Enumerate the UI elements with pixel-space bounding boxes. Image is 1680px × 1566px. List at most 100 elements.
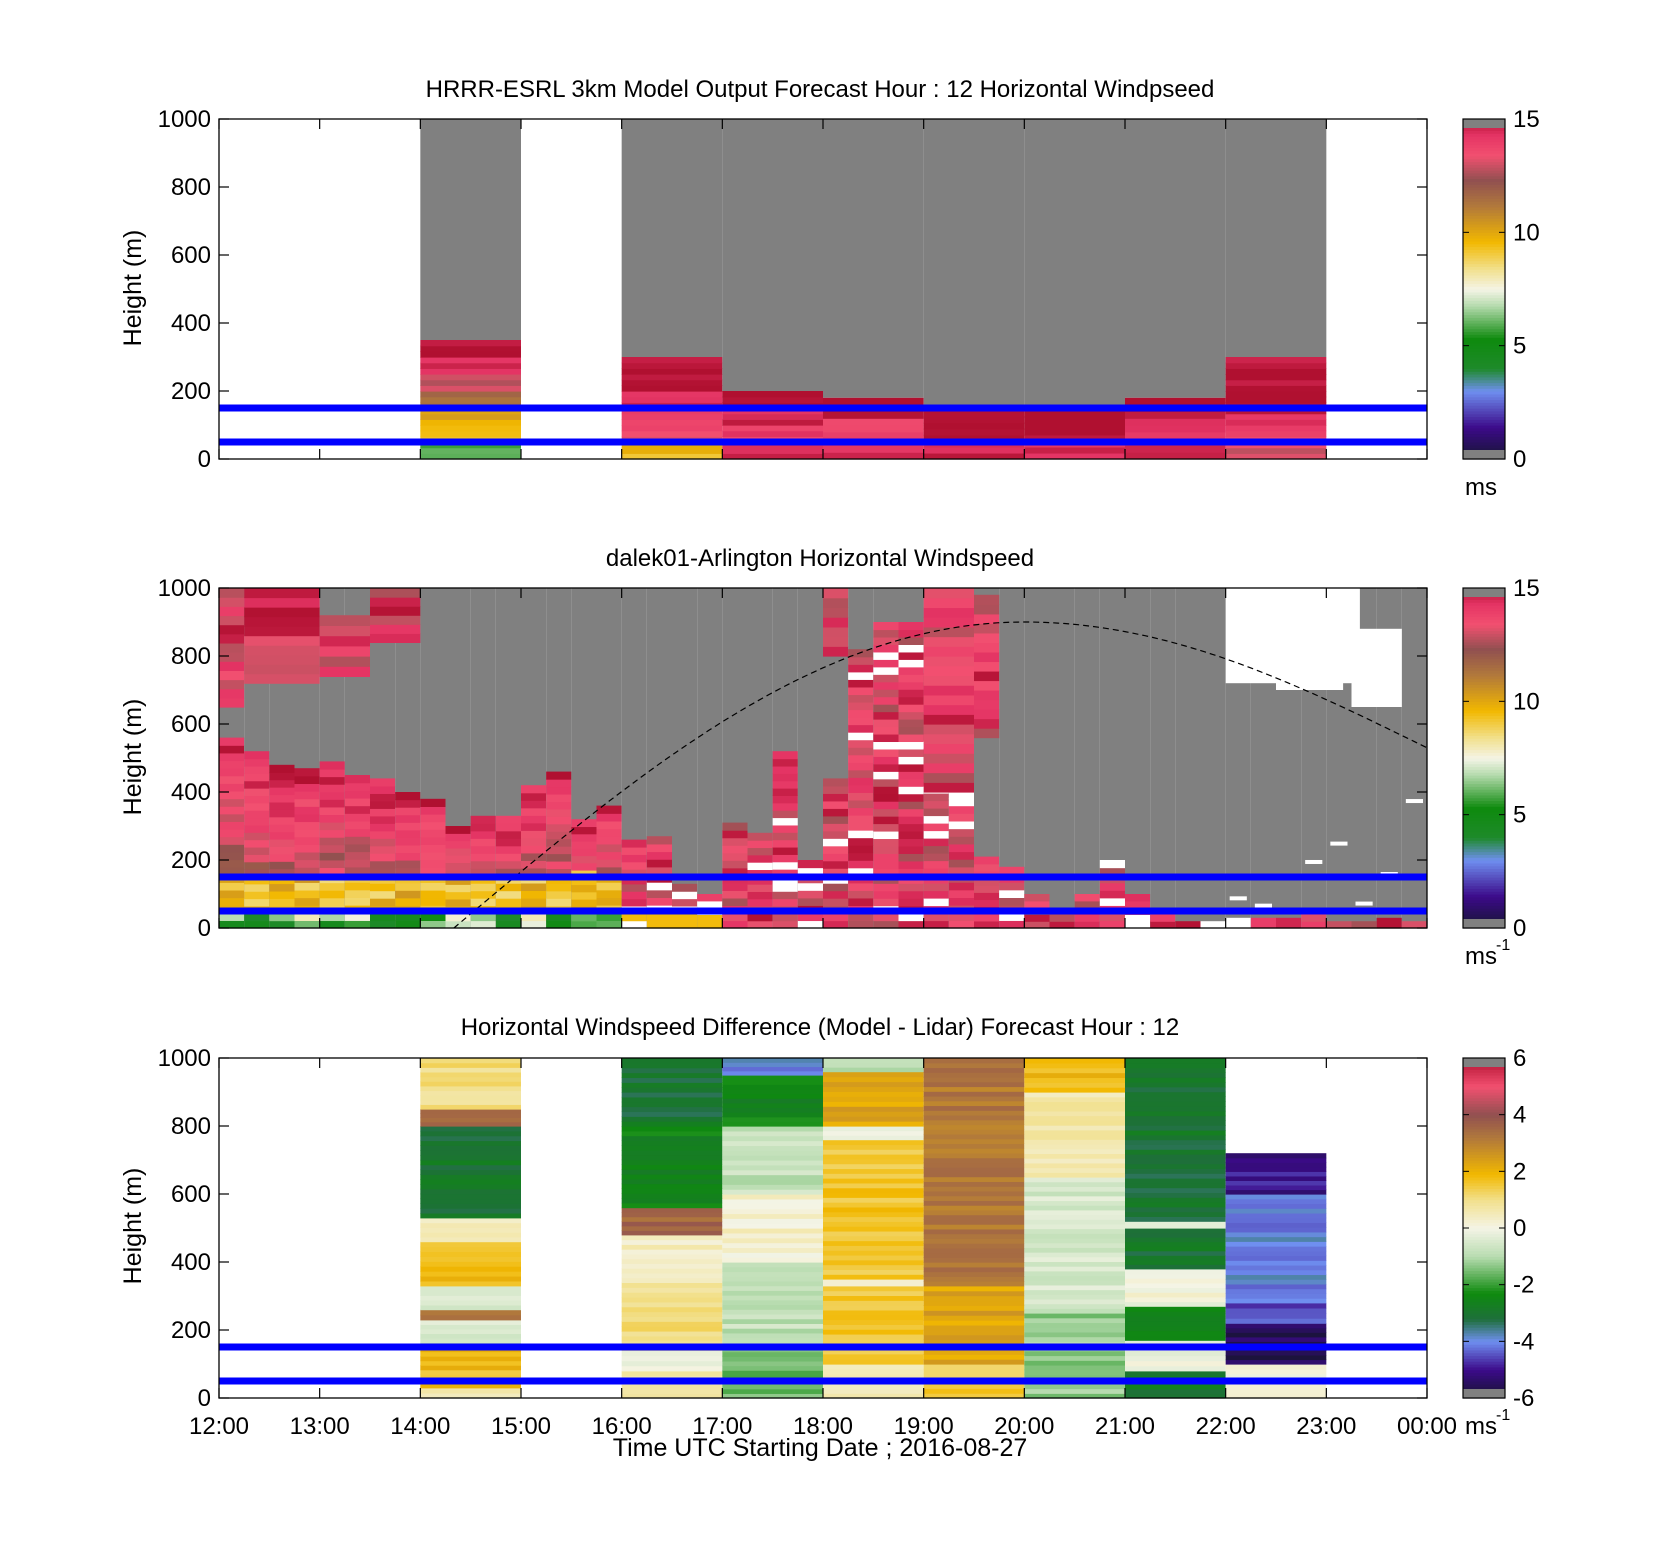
difference-cell: [722, 1184, 823, 1190]
lidar-colorbar-segment: [1463, 908, 1505, 912]
lidar-cell: [923, 898, 949, 907]
difference-colorbar-unit: ms: [1465, 1413, 1497, 1440]
lidar-cell: [747, 862, 773, 871]
model-colorbar-segment: [1463, 444, 1505, 449]
lidar-colorbar-segment: [1463, 653, 1505, 657]
model-cell: [823, 411, 924, 419]
model-cell: [1024, 434, 1125, 442]
lidar-cell: [873, 666, 899, 675]
difference-colorbar-segment: [1463, 1154, 1505, 1158]
lidar-cell: [923, 913, 949, 922]
difference-cell: [722, 1198, 823, 1205]
lidar-upper-cell: [923, 704, 974, 715]
model-cell: [420, 345, 521, 352]
model-cell: [1024, 428, 1125, 436]
lidar-cell: [747, 869, 773, 878]
difference-colorbar-tick-label: -2: [1513, 1272, 1534, 1299]
lidar-cell: [395, 882, 421, 891]
lidar-cell: [219, 844, 245, 853]
lidar-cell: [898, 666, 924, 675]
model-cell: [1225, 391, 1327, 398]
model-colorbar-segment: [1463, 277, 1505, 282]
lidar-colorbar-segment: [1463, 877, 1505, 881]
lidar-cell: [420, 897, 446, 906]
difference-cell: [1024, 1223, 1125, 1230]
difference-cell: [923, 1214, 1025, 1220]
difference-cell: [1125, 1173, 1226, 1179]
difference-cell: [1225, 1393, 1327, 1399]
lidar-cell: [923, 800, 949, 809]
difference-cell: [1125, 1246, 1226, 1252]
lidar-cell: [873, 636, 899, 645]
lidar-cell: [596, 836, 622, 845]
difference-cell: [420, 1154, 521, 1161]
lidar-gap: [1305, 859, 1323, 864]
difference-cell: [722, 1203, 823, 1210]
lidar-cell: [772, 869, 798, 878]
model-cell: [1024, 446, 1125, 454]
lidar-cell: [898, 778, 924, 787]
lidar-cell: [873, 651, 899, 660]
lidar-cell: [898, 756, 924, 765]
model-colorbar-segment: [1463, 357, 1505, 361]
lidar-colorbar-segment: [1463, 681, 1505, 685]
model-colorbar-segment: [1463, 161, 1505, 165]
difference-cell: [1024, 1242, 1125, 1248]
lidar-cell: [1099, 860, 1125, 869]
lidar-upper-cell: [370, 624, 421, 634]
lidar-cell: [873, 793, 899, 802]
lidar-upper-cell: [823, 588, 849, 599]
difference-cell: [1225, 1313, 1327, 1319]
lidar-cell: [873, 711, 899, 720]
lidar-upper-cell: [244, 673, 320, 684]
lidar-cell: [1200, 921, 1226, 929]
lidar-cell: [898, 622, 924, 631]
lidar-upper-cell: [823, 607, 849, 618]
difference-colorbar-segment: [1463, 1262, 1505, 1266]
lidar-cell: [974, 920, 1000, 929]
lidar-cell: [395, 897, 421, 906]
difference-cell: [420, 1090, 521, 1096]
lidar-cell: [1125, 900, 1151, 909]
lidar-upper-cell: [974, 623, 1000, 634]
lidar-cell: [948, 820, 974, 830]
model-colorbar-segment: [1463, 348, 1505, 352]
lidar-cell: [722, 920, 748, 929]
model-colorbar-segment: [1463, 359, 1505, 364]
lidar-colorbar-segment: [1463, 738, 1505, 742]
lidar-cell: [848, 867, 874, 876]
difference-colorbar-segment: [1463, 1298, 1505, 1303]
lidar-cell: [923, 830, 949, 839]
model-cell: [923, 428, 1025, 436]
difference-colorbar-segment: [1463, 1219, 1505, 1223]
lidar-axes-frame: [218, 587, 1428, 929]
lidar-cell: [672, 883, 698, 892]
difference-cell: [420, 1081, 521, 1087]
lidar-cell: [898, 913, 924, 922]
lidar-cell: [873, 913, 899, 922]
model-colorbar-segment: [1463, 320, 1505, 324]
model-cell: [420, 391, 521, 398]
lidar-cell: [999, 882, 1025, 891]
difference-axes-frame: [218, 1057, 1428, 1399]
difference-cell: [1225, 1323, 1327, 1329]
difference-cell: [621, 1287, 723, 1293]
model-cell: [420, 340, 521, 347]
model-cell: [923, 434, 1025, 442]
lidar-colorbar-segment: [1463, 874, 1505, 878]
difference-cell: [722, 1388, 823, 1394]
difference-cell: [420, 1222, 521, 1228]
difference-cell: [621, 1311, 723, 1317]
difference-cell: [420, 1135, 521, 1142]
lidar-cell: [848, 814, 874, 824]
difference-colorbar-segment: [1463, 1151, 1505, 1155]
difference-colorbar-segment: [1463, 1086, 1505, 1090]
difference-cell: [1225, 1212, 1327, 1219]
difference-cell: [923, 1058, 1025, 1064]
lidar-cell: [1150, 921, 1176, 929]
lidar-cell: [772, 861, 798, 870]
difference-cell: [621, 1101, 723, 1108]
model-cell: [621, 447, 723, 454]
lidar-colorbar-tick-label: 0: [1513, 915, 1526, 942]
